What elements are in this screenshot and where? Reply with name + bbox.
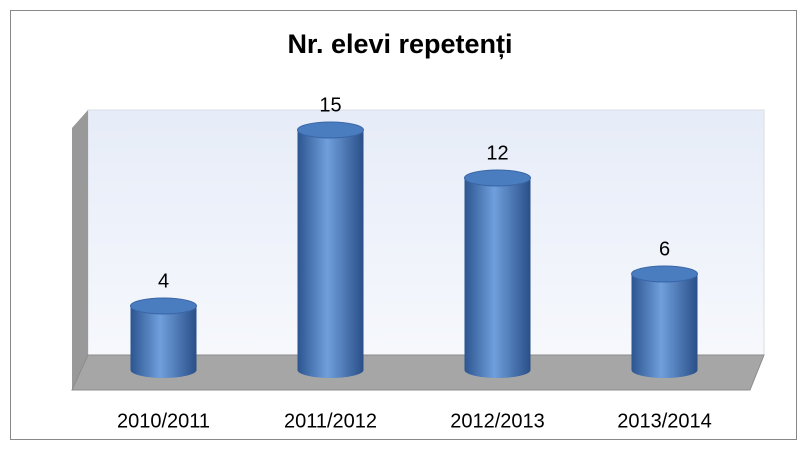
cylinder-top [464,169,531,187]
cylinder-body [631,274,698,378]
x-tick-label: 2011/2012 [284,410,377,432]
x-tick-label: 2010/2011 [117,410,210,432]
x-tick-label: 2013/2014 [617,410,712,432]
cylinder-body [130,306,197,378]
cylinder-top [130,297,197,315]
cylinder-body [297,130,364,378]
side-wall [72,110,88,390]
cylinder-top [297,121,364,139]
data-label: 12 [486,142,508,164]
x-tick-label: 2012/2013 [450,410,545,432]
floor [71,354,765,391]
data-label: 4 [158,270,169,292]
data-label: 6 [659,238,670,260]
data-label: 15 [319,94,341,116]
cylinder-body [464,178,531,378]
cylinder-top [631,265,698,283]
chart-title: Nr. elevi repetenți [287,29,512,59]
